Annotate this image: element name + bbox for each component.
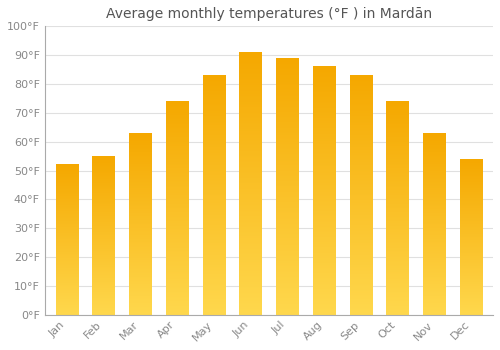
Title: Average monthly temperatures (°F ) in Mardān: Average monthly temperatures (°F ) in Ma…: [106, 7, 432, 21]
